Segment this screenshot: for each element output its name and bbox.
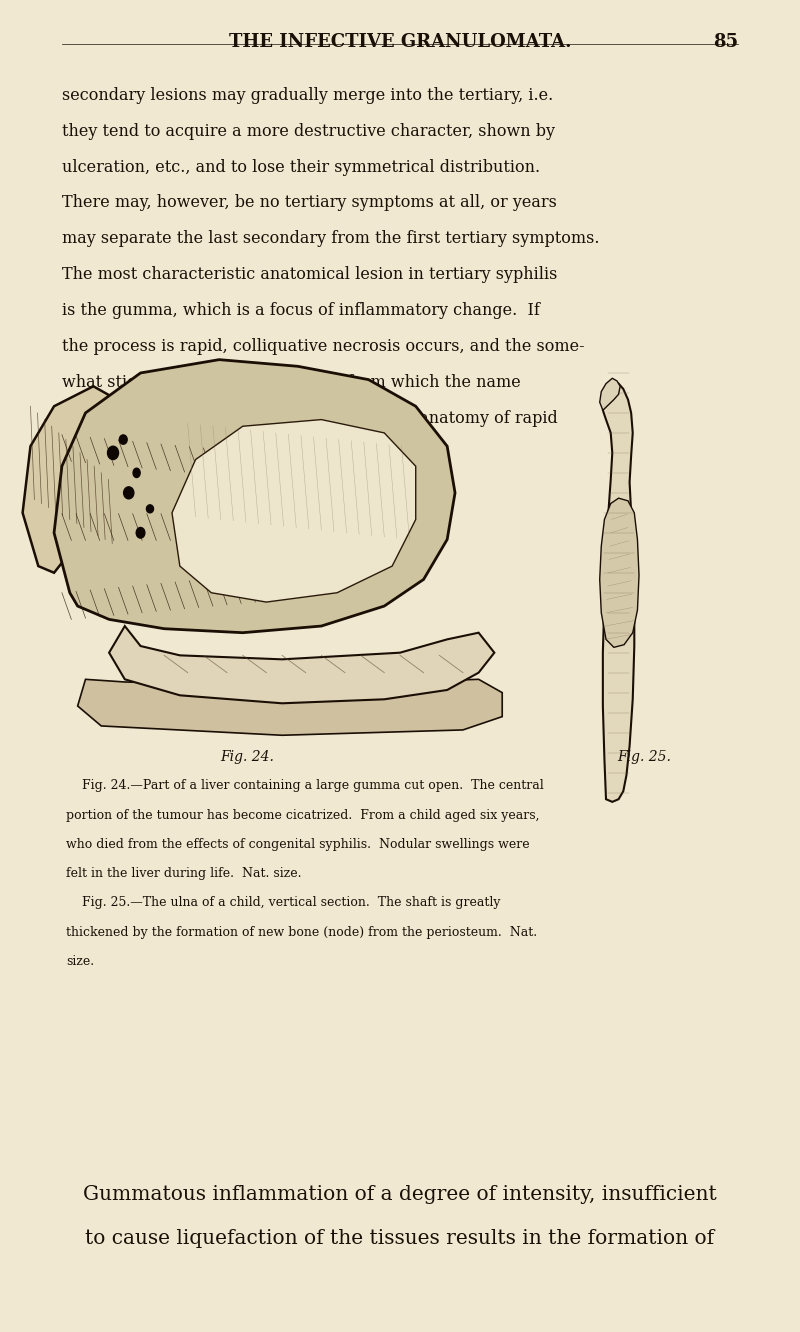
Text: “gumma” is derived is formed.  The minute anatomy of rapid: “gumma” is derived is formed. The minute… bbox=[62, 410, 558, 428]
Ellipse shape bbox=[107, 446, 118, 460]
Polygon shape bbox=[172, 420, 416, 602]
Text: Fig. 25.—The ulna of a child, vertical section.  The shaft is greatly: Fig. 25.—The ulna of a child, vertical s… bbox=[82, 896, 500, 910]
Polygon shape bbox=[22, 386, 117, 573]
Text: The most characteristic anatomical lesion in tertiary syphilis: The most characteristic anatomical lesio… bbox=[62, 266, 558, 284]
Text: Gummatous inflammation of a degree of intensity, insufficient: Gummatous inflammation of a degree of in… bbox=[83, 1185, 717, 1204]
Text: Fig. 25.: Fig. 25. bbox=[617, 750, 670, 765]
Ellipse shape bbox=[119, 434, 127, 445]
Text: what sticky semi-transparent fluid from which the name: what sticky semi-transparent fluid from … bbox=[62, 374, 521, 392]
Ellipse shape bbox=[124, 488, 134, 500]
Text: size.: size. bbox=[66, 955, 94, 968]
Polygon shape bbox=[600, 498, 639, 647]
Text: 85: 85 bbox=[713, 33, 738, 52]
Polygon shape bbox=[54, 360, 455, 633]
Ellipse shape bbox=[136, 527, 145, 538]
Text: There may, however, be no tertiary symptoms at all, or years: There may, however, be no tertiary sympt… bbox=[62, 194, 557, 212]
Text: thickened by the formation of new bone (node) from the periosteum.  Nat.: thickened by the formation of new bone (… bbox=[66, 926, 537, 939]
Ellipse shape bbox=[133, 468, 140, 478]
Ellipse shape bbox=[146, 505, 154, 513]
Text: the process is rapid, colliquative necrosis occurs, and the some-: the process is rapid, colliquative necro… bbox=[62, 338, 585, 356]
Text: may separate the last secondary from the first tertiary symptoms.: may separate the last secondary from the… bbox=[62, 230, 599, 248]
Polygon shape bbox=[109, 626, 494, 703]
Polygon shape bbox=[78, 679, 502, 735]
Text: is the gumma, which is a focus of inflammatory change.  If: is the gumma, which is a focus of inflam… bbox=[62, 302, 540, 320]
Text: portion of the tumour has become cicatrized.  From a child aged six years,: portion of the tumour has become cicatri… bbox=[66, 809, 539, 822]
Text: Fig. 24.: Fig. 24. bbox=[220, 750, 274, 765]
Text: gummatous inflammation is shown in Fig. 23.: gummatous inflammation is shown in Fig. … bbox=[62, 446, 434, 464]
Text: THE INFECTIVE GRANULOMATA.: THE INFECTIVE GRANULOMATA. bbox=[229, 33, 571, 52]
Polygon shape bbox=[600, 378, 620, 410]
Polygon shape bbox=[603, 384, 634, 802]
Text: they tend to acquire a more destructive character, shown by: they tend to acquire a more destructive … bbox=[62, 123, 555, 140]
Text: to cause liquefaction of the tissues results in the formation of: to cause liquefaction of the tissues res… bbox=[86, 1229, 714, 1248]
Text: ulceration, etc., and to lose their symmetrical distribution.: ulceration, etc., and to lose their symm… bbox=[62, 159, 540, 176]
Text: secondary lesions may gradually merge into the tertiary, i.e.: secondary lesions may gradually merge in… bbox=[62, 87, 553, 104]
Text: felt in the liver during life.  Nat. size.: felt in the liver during life. Nat. size… bbox=[66, 867, 302, 880]
Text: Fig. 24.—Part of a liver containing a large gumma cut open.  The central: Fig. 24.—Part of a liver containing a la… bbox=[82, 779, 543, 793]
Text: who died from the effects of congenital syphilis.  Nodular swellings were: who died from the effects of congenital … bbox=[66, 838, 530, 851]
